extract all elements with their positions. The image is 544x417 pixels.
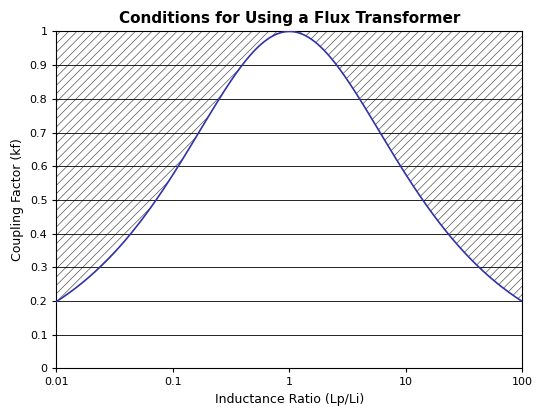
X-axis label: Inductance Ratio (Lp/Li): Inductance Ratio (Lp/Li) xyxy=(215,393,364,406)
Y-axis label: Coupling Factor (kf): Coupling Factor (kf) xyxy=(11,138,24,261)
Title: Conditions for Using a Flux Transformer: Conditions for Using a Flux Transformer xyxy=(119,11,460,26)
